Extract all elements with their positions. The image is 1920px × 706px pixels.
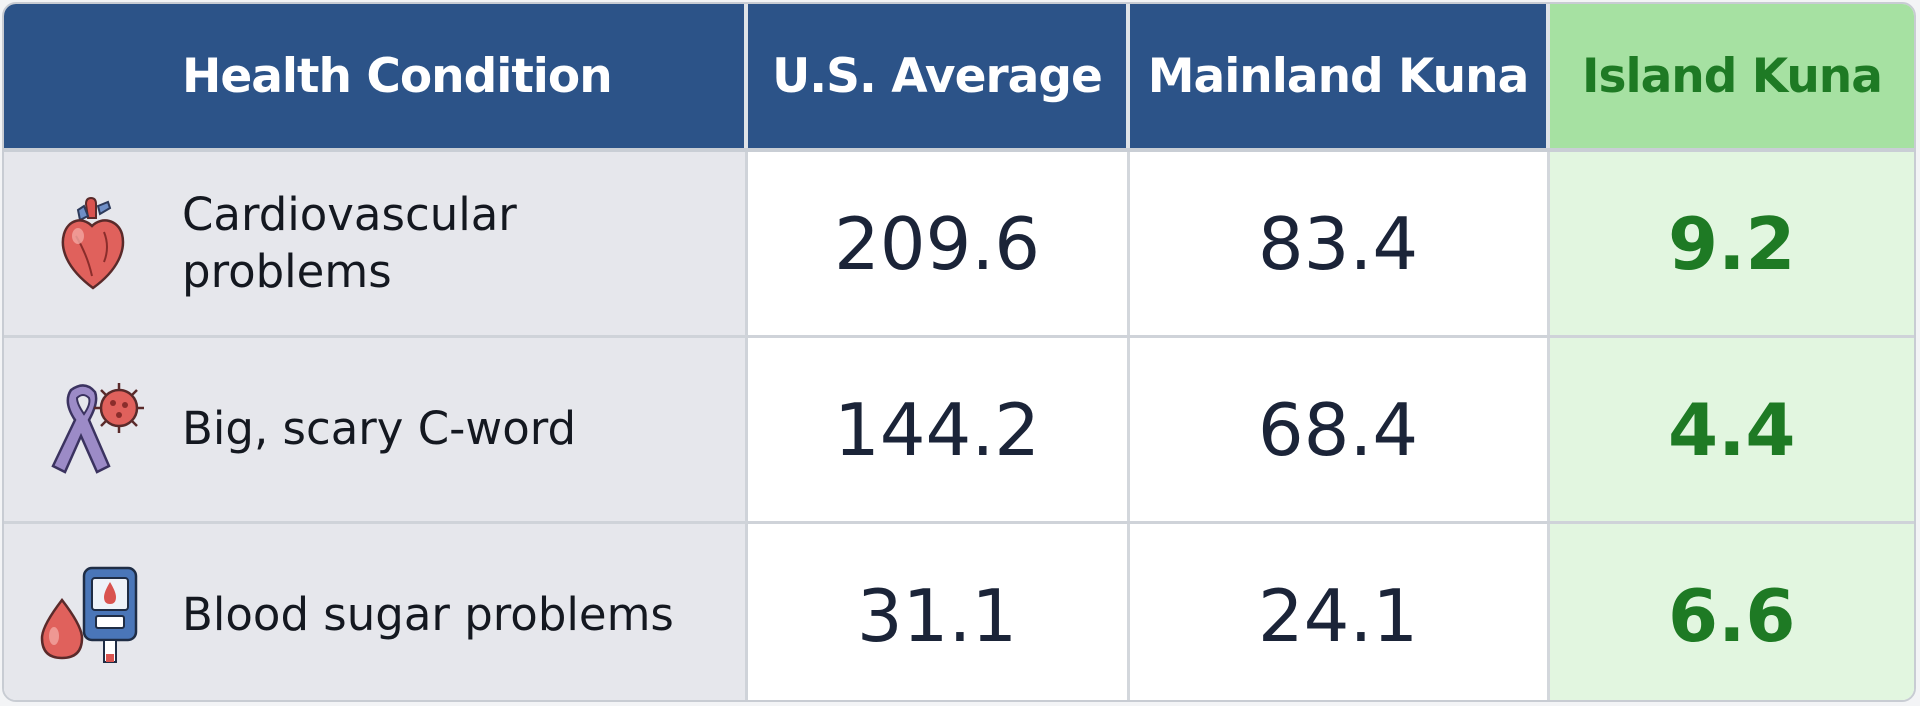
table-row: Blood sugar problems 31.1 24.1 6.6 (4, 522, 1914, 700)
island-kuna-value: 4.4 (1547, 336, 1914, 524)
mainland-kuna-value: 68.4 (1128, 336, 1550, 524)
condition-label: Big, scary C-word (182, 402, 577, 456)
cancer-ribbon-icon (4, 370, 182, 490)
table-row: Cardiovascular problems 209.6 83.4 9.2 (4, 150, 1914, 338)
mainland-kuna-value: 83.4 (1128, 150, 1550, 338)
glucose-meter-icon (4, 556, 182, 676)
heart-icon (4, 184, 182, 304)
mainland-kuna-value: 24.1 (1128, 522, 1550, 700)
header-mainland-kuna: Mainland Kuna (1128, 4, 1550, 152)
header-us-average: U.S. Average (746, 4, 1130, 152)
header-health-condition: Health Condition (4, 4, 748, 152)
island-kuna-value: 6.6 (1547, 522, 1914, 700)
table-row: Big, scary C-word 144.2 68.4 4.4 (4, 336, 1914, 524)
us-average-value: 209.6 (746, 150, 1130, 338)
island-kuna-value: 9.2 (1547, 150, 1914, 338)
header-island-kuna: Island Kuna (1547, 4, 1914, 152)
us-average-value: 144.2 (746, 336, 1130, 524)
condition-label: Cardiovascular problems (182, 188, 517, 298)
condition-cell: Cardiovascular problems (4, 150, 748, 338)
condition-cell: Big, scary C-word (4, 336, 748, 524)
us-average-value: 31.1 (746, 522, 1130, 700)
health-comparison-table: Health Condition U.S. Average Mainland K… (4, 4, 1914, 700)
condition-label: Blood sugar problems (182, 588, 674, 642)
condition-cell: Blood sugar problems (4, 522, 748, 700)
table-header-row: Health Condition U.S. Average Mainland K… (4, 4, 1914, 152)
